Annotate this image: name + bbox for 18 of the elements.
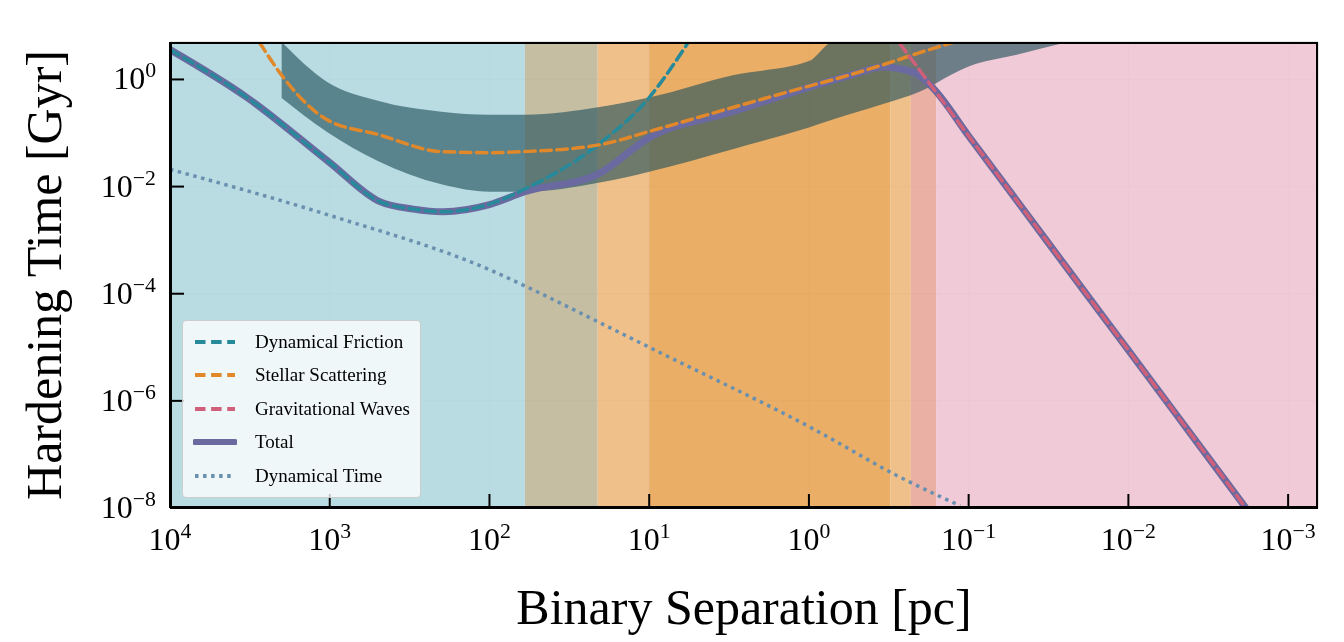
y-tick-label: 10$^{−2}$ [100,165,156,204]
legend-label: Total [255,431,294,454]
legend-label: Stellar Scattering [255,364,387,387]
legend-label: Dynamical Friction [255,330,404,353]
x-tick-label: 10$^{2}$ [468,519,511,557]
y-tick-label: 10$^{−4}$ [100,272,157,311]
y-tick-label: 10$^{0}$ [113,58,157,97]
x-tick-label: 10$^{0}$ [787,519,831,557]
x-tick-label: 10$^{−1}$ [941,519,997,557]
x-tick-label: 10$^{−2}$ [1100,519,1156,557]
legend-label: Gravitational Waves [255,397,410,420]
x-axis-title: Binary Separation [pc] [516,579,972,635]
legend-label: Dynamical Time [255,464,383,487]
x-tick-label: 10$^{1}$ [627,519,671,557]
x-tick-label: 10$^{−3}$ [1260,519,1316,557]
y-tick-label: 10$^{−6}$ [100,379,157,418]
y-axis-title: Hardening Time [Gyr] [16,50,72,500]
x-tick-label: 10$^{3}$ [308,519,352,557]
